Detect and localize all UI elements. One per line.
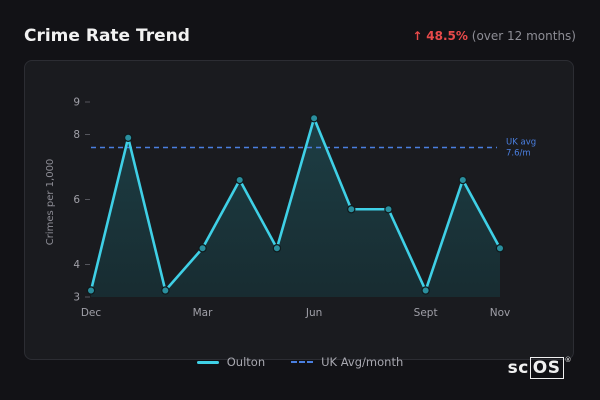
data-point[interactable] [123, 133, 133, 142]
y-tick-label: 4 [73, 259, 80, 271]
x-tick-label: Jun [305, 307, 322, 319]
data-point[interactable] [495, 244, 505, 253]
data-point[interactable] [347, 205, 356, 214]
series-area-oulton [91, 118, 500, 297]
y-axis-label: Crimes per 1,000 [45, 159, 56, 246]
legend-line-swatch [196, 360, 219, 364]
data-point[interactable] [309, 114, 319, 123]
uk-average-label-line1: UK avg [506, 138, 536, 148]
x-tick-label: Mar [193, 307, 213, 319]
y-tick-label: 8 [73, 129, 80, 141]
uk-average-label-line2: 7.6/m [506, 149, 531, 159]
change-period: (over 12 months) [471, 29, 576, 43]
chart-title: Crime Rate Trend [24, 26, 190, 46]
chart-legend: Oulton UK Avg/month [0, 355, 600, 369]
data-point[interactable] [384, 205, 393, 214]
y-tick-label: 3 [73, 292, 80, 304]
data-point[interactable] [86, 286, 96, 295]
change-indicator: ↑ 48.5% (over 12 months) [412, 29, 576, 43]
data-point[interactable] [458, 175, 468, 185]
data-point[interactable] [235, 175, 244, 185]
legend-label-uk-avg: UK Avg/month [321, 355, 404, 369]
x-tick-label: Dec [81, 307, 102, 319]
data-point[interactable] [421, 286, 430, 295]
legend-label-oulton: Oulton [226, 355, 266, 369]
y-tick-label: 6 [73, 194, 80, 206]
x-tick-label: Sept [414, 307, 438, 319]
change-percent: 48.5% [426, 29, 468, 43]
data-point[interactable] [272, 244, 282, 253]
data-point[interactable] [161, 286, 170, 295]
x-tick-label: Nov [490, 307, 511, 319]
series-line-oulton [89, 114, 502, 295]
data-point[interactable] [198, 244, 207, 253]
trend-up-icon: ↑ [412, 29, 423, 43]
legend-item-uk-avg[interactable]: UK Avg/month [291, 355, 403, 369]
y-tick-label: 9 [73, 97, 80, 109]
brand-logo: sc OS ® [507, 356, 572, 379]
legend-dash-swatch [291, 361, 314, 363]
legend-item-oulton[interactable]: Oulton [196, 355, 266, 369]
